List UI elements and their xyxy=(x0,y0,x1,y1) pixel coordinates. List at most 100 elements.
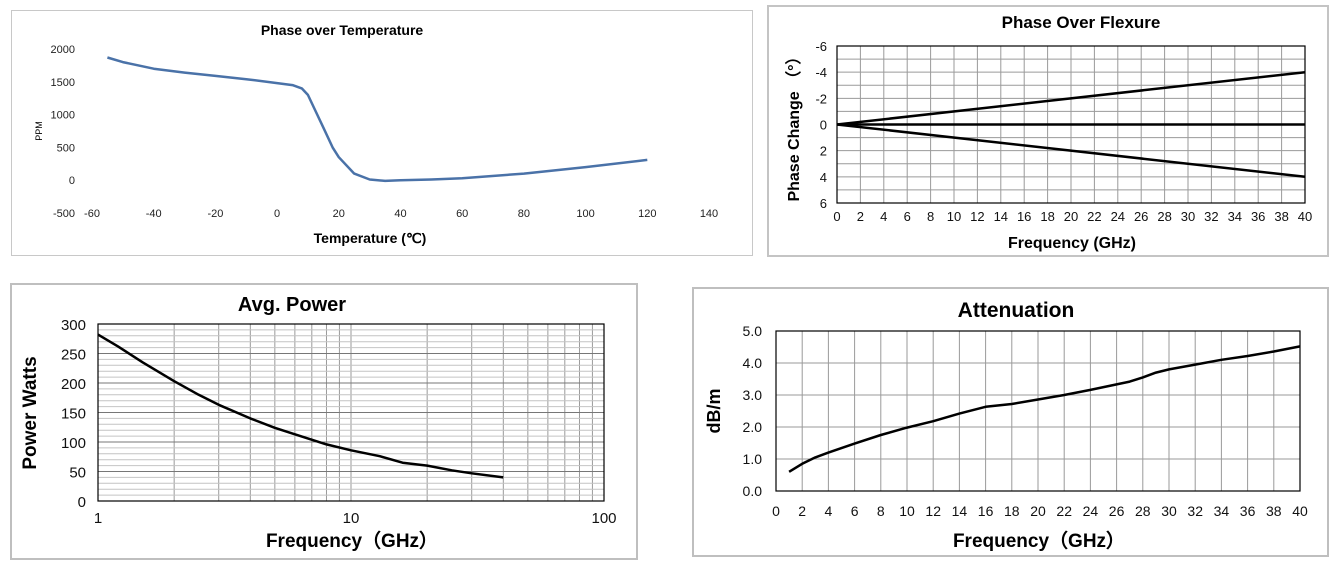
x-tick-label: 10 xyxy=(899,503,915,519)
y-tick-label: 6 xyxy=(820,196,827,211)
x-tick-label: 140 xyxy=(700,208,718,220)
y-axis-label: PPM xyxy=(34,121,44,141)
chart-title: Attenuation xyxy=(958,299,1075,322)
x-tick-label: 20 xyxy=(1030,503,1046,519)
y-tick-label: 1500 xyxy=(51,77,75,89)
x-tick-label: 100 xyxy=(576,208,594,220)
x-tick-label: 36 xyxy=(1240,503,1256,519)
x-tick-label: 24 xyxy=(1083,503,1099,519)
chart-title: Phase Over Flexure xyxy=(1002,13,1161,32)
x-tick-label: 120 xyxy=(638,208,656,220)
x-tick-label: 24 xyxy=(1111,209,1125,224)
y-axis-label: Power Watts xyxy=(20,356,41,469)
y-tick-label: -2 xyxy=(815,91,827,106)
x-tick-label: 6 xyxy=(904,209,911,224)
x-tick-label: 32 xyxy=(1204,209,1218,224)
series-line xyxy=(836,70,1306,126)
x-tick-label: 32 xyxy=(1187,503,1203,519)
y-tick-label: 0 xyxy=(820,118,827,133)
y-tick-label: 5.0 xyxy=(743,323,763,339)
attenuation-panel: Attenuation 5.0 4.0 3.0 2.0 1.0 0.0 0 2 4 6 8 10 12 14… xyxy=(692,287,1329,557)
y-tick-label: 150 xyxy=(61,406,86,423)
y-tick-label: -500 xyxy=(53,208,75,220)
x-tick-label: 4 xyxy=(880,209,887,224)
x-tick-label: 0 xyxy=(833,209,840,224)
y-axis-label: Phase Change （°） xyxy=(785,48,803,201)
plot-area-border xyxy=(97,323,605,502)
y-tick-label: 500 xyxy=(57,142,75,154)
x-tick-label: 10 xyxy=(947,209,961,224)
x-tick-label: 38 xyxy=(1266,503,1282,519)
x-tick-label: 36 xyxy=(1251,209,1265,224)
x-tick-label: -60 xyxy=(84,208,100,220)
x-tick-label: 6 xyxy=(851,503,859,519)
y-tick-label: 4.0 xyxy=(743,355,763,371)
x-tick-label: 12 xyxy=(925,503,941,519)
x-tick-label: 30 xyxy=(1161,503,1177,519)
y-tick-label: 1.0 xyxy=(743,451,763,467)
x-tick-label: 38 xyxy=(1274,209,1288,224)
x-tick-label: 28 xyxy=(1135,503,1151,519)
y-tick-label: 50 xyxy=(69,465,86,482)
x-tick-label: 100 xyxy=(591,510,616,527)
x-axis-label: Frequency（GHz） xyxy=(953,529,1125,552)
x-tick-label: 22 xyxy=(1087,209,1101,224)
x-tick-label: 20 xyxy=(1064,209,1078,224)
chart-title: Phase over Temperature xyxy=(261,22,424,38)
x-axis-label: Frequency（GHz） xyxy=(266,529,438,552)
y-tick-label: 250 xyxy=(61,347,86,364)
x-tick-label: 22 xyxy=(1056,503,1072,519)
y-tick-label: -6 xyxy=(815,39,827,54)
series-line xyxy=(836,123,1306,179)
x-tick-label: 14 xyxy=(952,503,968,519)
series-line xyxy=(788,345,1301,473)
y-tick-label: -4 xyxy=(815,65,827,80)
x-tick-label: 18 xyxy=(1040,209,1054,224)
x-tick-label: 10 xyxy=(343,510,360,527)
x-tick-label: 80 xyxy=(518,208,530,220)
y-tick-label: 0 xyxy=(78,494,86,511)
x-tick-label: 40 xyxy=(1292,503,1308,519)
x-axis-label: Frequency (GHz) xyxy=(1008,235,1136,252)
y-tick-label: 3.0 xyxy=(743,387,763,403)
x-tick-label: 2 xyxy=(798,503,806,519)
phase-over-temperature-chart: Phase over Temperature2000150010005000-5… xyxy=(34,22,718,246)
y-tick-label: 2.0 xyxy=(743,419,763,435)
x-tick-label: -40 xyxy=(146,208,162,220)
plot-area-border xyxy=(775,330,1301,492)
chart-title: Avg. Power xyxy=(238,294,346,316)
x-tick-label: 34 xyxy=(1214,503,1230,519)
x-tick-label: 18 xyxy=(1004,503,1020,519)
phase-over-temperature-panel: Phase over Temperature 2000 1500 1000 500 0 -5… xyxy=(11,10,753,256)
x-tick-label: 60 xyxy=(456,208,468,220)
y-tick-label: 4 xyxy=(820,170,827,185)
y-tick-label: 200 xyxy=(61,376,86,393)
x-tick-label: -20 xyxy=(207,208,223,220)
x-tick-label: 0 xyxy=(772,503,780,519)
x-tick-label: 4 xyxy=(825,503,833,519)
avg-power-panel: Avg. Power 300 250 200 150 100 50 0 1 10 100 Power … xyxy=(10,283,638,560)
x-tick-label: 0 xyxy=(274,208,280,220)
x-tick-label: 20 xyxy=(333,208,345,220)
x-tick-label: 40 xyxy=(394,208,406,220)
x-tick-label: 34 xyxy=(1228,209,1242,224)
y-tick-label: 0 xyxy=(69,175,75,187)
x-tick-label: 8 xyxy=(877,503,885,519)
y-tick-label: 100 xyxy=(61,435,86,452)
x-tick-label: 16 xyxy=(1017,209,1031,224)
y-tick-label: 0.0 xyxy=(743,483,763,499)
phase-over-flexure-panel: Phase Over Flexure -6 -4 -2 0 2 4 6 0 2 4 6 8 10 12 14 1… xyxy=(767,5,1329,257)
y-tick-label: 1000 xyxy=(51,110,75,122)
avg-power-chart: Avg. Power 300 250 200 150 100 50 01 10 100 Power … xyxy=(20,294,617,552)
x-tick-label: 16 xyxy=(978,503,994,519)
y-axis-label: dB/m xyxy=(704,389,724,434)
x-tick-label: 26 xyxy=(1109,503,1125,519)
x-tick-label: 1 xyxy=(94,510,102,527)
x-tick-label: 40 xyxy=(1298,209,1312,224)
x-tick-label: 28 xyxy=(1157,209,1171,224)
x-tick-label: 26 xyxy=(1134,209,1148,224)
y-tick-label: 2 xyxy=(820,144,827,159)
x-tick-label: 2 xyxy=(857,209,864,224)
